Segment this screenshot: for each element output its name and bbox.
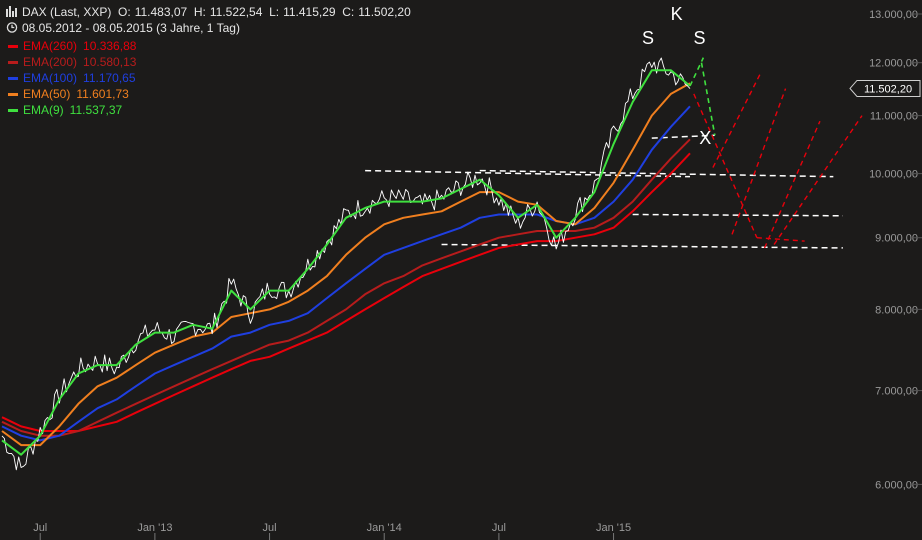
last-price-badge: 11.502,20 [849, 79, 921, 97]
legend-swatch [8, 108, 18, 112]
projection-line [700, 62, 716, 136]
legend-item[interactable]: EMA(50) 11.601,73 [8, 86, 136, 102]
projection-lines [689, 57, 863, 249]
projection-line [773, 115, 863, 245]
y-tick-label: 6.000,00 [875, 479, 918, 491]
support-line [441, 243, 843, 249]
close-value: 11.502,20 [358, 5, 411, 19]
legend-swatch [8, 44, 18, 48]
y-tick-label: 11.000,00 [870, 111, 918, 123]
x-tick-label: Jan '14 [367, 522, 402, 534]
last-price-box [849, 79, 921, 97]
projection-line [763, 120, 821, 249]
date-range-text: 08.05.2012 - 08.05.2015 (3 Jahre, 1 Tag) [22, 21, 240, 35]
legend-value: 11.537,37 [69, 103, 123, 117]
x-tick-label: Jul [33, 522, 47, 534]
series-line [1, 105, 691, 442]
pattern-label: X [699, 128, 711, 148]
legend-swatch [8, 60, 18, 64]
series-lines [1, 57, 691, 471]
y-axis: 6.000,00 7.000,00 8.000,00 9.000,00 10.000,0… [869, 9, 922, 491]
legend-name: EMA(50) [23, 87, 71, 101]
last-price-label: 11.502,20 [864, 83, 912, 95]
chart-bars-icon [6, 6, 17, 17]
y-tick-label: 9.000,00 [875, 233, 918, 245]
series-line [1, 69, 691, 456]
legend-value: 11.601,73 [76, 87, 129, 101]
instrument-name: DAX (Last, XXP) [22, 5, 112, 19]
projection-line [693, 93, 758, 238]
legend-name: EMA(200) [23, 55, 78, 69]
x-tick-label: Jul [492, 522, 506, 534]
legend-value: 10.580,13 [83, 55, 137, 69]
legend-name: EMA(9) [23, 103, 64, 117]
legend-name: EMA(260) [23, 39, 78, 53]
pattern-label: S [694, 28, 706, 48]
x-tick-label: Jan '13 [137, 522, 172, 534]
legend-item[interactable]: EMA(9) 11.537,37 [8, 102, 136, 118]
pattern-annotations: SKS X [642, 4, 711, 148]
support-line [632, 213, 843, 217]
y-tick-label: 12.000,00 [869, 58, 918, 70]
projection-line [731, 88, 787, 235]
series-line [1, 57, 691, 471]
indicator-legend: EMA(260) 10.336,88 EMA(200) 10.580,13 EMA(10… [8, 38, 136, 118]
legend-item[interactable]: EMA(260) 10.336,88 [8, 38, 136, 54]
pattern-label: S [642, 28, 654, 48]
projection-line [756, 237, 805, 242]
x-tick-label: Jan '15 [596, 522, 631, 534]
legend-swatch [8, 76, 18, 80]
y-tick-label: 13.000,00 [869, 9, 918, 21]
support-line [479, 169, 834, 178]
open-value: 11.483,07 [134, 5, 188, 19]
x-axis: Jul Jan '13 Jul Jan '14 Jul Jan '15 [33, 522, 631, 540]
projection-line [689, 57, 705, 87]
series-line [1, 82, 691, 447]
clock-icon [6, 22, 18, 33]
legend-name: EMA(100) [23, 71, 78, 85]
legend-value: 10.336,88 [83, 39, 137, 53]
legend-swatch [8, 92, 18, 96]
pattern-label: K [671, 4, 683, 24]
y-tick-label: 8.000,00 [875, 304, 918, 316]
y-tick-label: 7.000,00 [875, 386, 918, 398]
legend-item[interactable]: EMA(100) 11.170,65 [8, 70, 136, 86]
x-tick-label: Jul [263, 522, 277, 534]
date-range: 08.05.2012 - 08.05.2015 (3 Jahre, 1 Tag) [6, 21, 240, 35]
low-value: 11.415,29 [283, 5, 336, 19]
series-line [1, 152, 691, 432]
high-value: 11.522,54 [209, 5, 263, 19]
instrument-header: DAX (Last, XXP) O: 11.483,07 H: 11.522,54 … [6, 5, 411, 19]
legend-value: 11.170,65 [83, 71, 136, 85]
series-line [1, 138, 691, 437]
y-tick-label: 10.000,00 [869, 169, 918, 181]
legend-item[interactable]: EMA(200) 10.580,13 [8, 54, 136, 70]
